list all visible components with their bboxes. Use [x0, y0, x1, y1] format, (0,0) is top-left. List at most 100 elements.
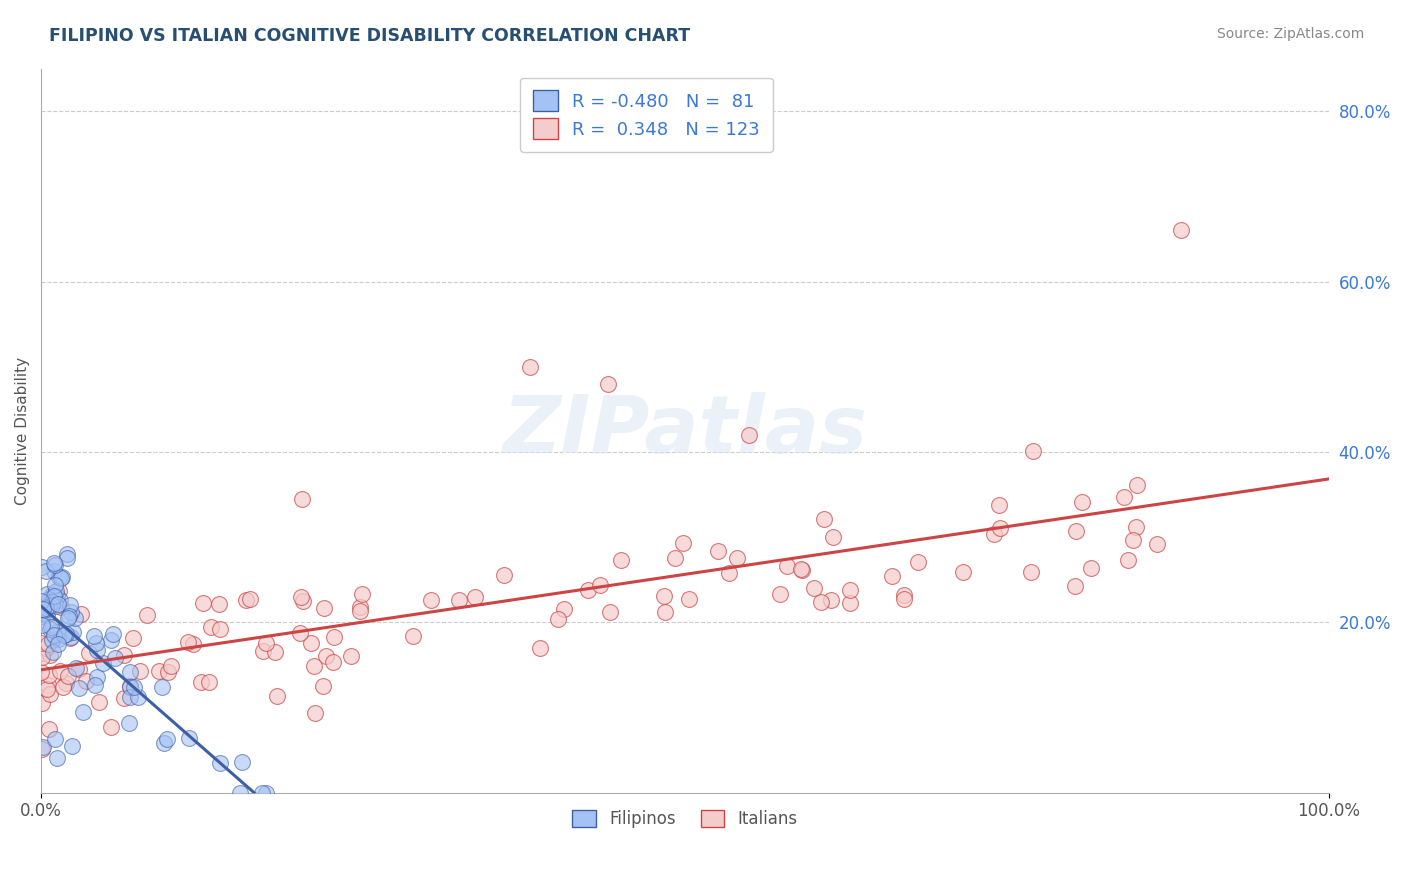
- Point: [37, 594, 59, 608]
- Point: [208, 756, 231, 770]
- Point: [821, 530, 844, 544]
- Point: [1019, 565, 1042, 579]
- Point: [42, 645, 65, 659]
- Point: [349, 600, 371, 615]
- Point: [288, 625, 311, 640]
- Point: [1071, 495, 1094, 509]
- Point: [63, 610, 86, 624]
- Point: [44, 578, 66, 592]
- Point: [35, 601, 58, 615]
- Point: [983, 526, 1005, 541]
- Point: [790, 563, 813, 577]
- Point: [38, 723, 60, 737]
- Point: [51, 569, 73, 583]
- Point: [231, 755, 253, 769]
- Point: [148, 665, 170, 679]
- Point: [200, 619, 222, 633]
- Point: [38, 592, 60, 607]
- Point: [893, 588, 915, 602]
- Point: [45, 624, 67, 639]
- Point: [176, 635, 198, 649]
- Point: [44, 564, 66, 578]
- Point: [599, 606, 621, 620]
- Point: [820, 592, 842, 607]
- Point: [127, 690, 149, 705]
- Point: [41, 588, 63, 602]
- Point: [42, 589, 65, 603]
- Point: [576, 582, 599, 597]
- Point: [197, 674, 219, 689]
- Point: [46, 632, 69, 646]
- Point: [1126, 478, 1149, 492]
- Point: [839, 596, 862, 610]
- Point: [62, 739, 84, 754]
- Point: [1066, 524, 1088, 539]
- Point: [664, 550, 686, 565]
- Point: [38, 622, 60, 636]
- Point: [118, 715, 141, 730]
- Point: [37, 678, 59, 692]
- Point: [100, 720, 122, 734]
- Point: [1022, 444, 1045, 458]
- Point: [31, 697, 53, 711]
- Point: [813, 512, 835, 526]
- Point: [49, 571, 72, 585]
- Point: [70, 607, 93, 621]
- Point: [254, 786, 277, 800]
- Point: [86, 670, 108, 684]
- Point: [402, 630, 425, 644]
- Point: [122, 680, 145, 694]
- Point: [519, 359, 541, 374]
- Point: [352, 587, 374, 601]
- Point: [181, 636, 204, 650]
- Point: [41, 632, 63, 647]
- Point: [323, 631, 346, 645]
- Point: [84, 678, 107, 692]
- Point: [46, 589, 69, 603]
- Point: [252, 644, 274, 658]
- Point: [41, 595, 63, 609]
- Point: [121, 632, 143, 646]
- Point: [31, 650, 53, 665]
- Point: [207, 597, 229, 611]
- Point: [31, 647, 53, 661]
- Point: [322, 655, 344, 669]
- Point: [84, 636, 107, 650]
- Point: [652, 589, 675, 603]
- Point: [725, 550, 748, 565]
- Y-axis label: Cognitive Disability: Cognitive Disability: [15, 357, 30, 505]
- Point: [38, 599, 60, 614]
- Point: [45, 583, 67, 598]
- Point: [250, 786, 273, 800]
- Point: [104, 651, 127, 665]
- Point: [45, 599, 67, 613]
- Point: [738, 427, 761, 442]
- Point: [150, 680, 173, 694]
- Point: [717, 566, 740, 581]
- Point: [41, 598, 63, 612]
- Point: [48, 592, 70, 607]
- Point: [59, 605, 82, 619]
- Point: [803, 582, 825, 596]
- Point: [48, 584, 70, 599]
- Point: [907, 555, 929, 569]
- Point: [120, 690, 142, 705]
- Point: [55, 551, 77, 566]
- Point: [229, 786, 252, 800]
- Point: [42, 620, 65, 634]
- Text: Source: ZipAtlas.com: Source: ZipAtlas.com: [1216, 27, 1364, 41]
- Point: [553, 601, 575, 615]
- Point: [56, 547, 79, 561]
- Point: [177, 731, 200, 746]
- Point: [256, 636, 278, 650]
- Point: [35, 682, 58, 697]
- Point: [209, 623, 232, 637]
- Text: ZIPatlas: ZIPatlas: [502, 392, 868, 469]
- Point: [86, 642, 108, 657]
- Point: [52, 680, 75, 694]
- Point: [291, 492, 314, 507]
- Point: [156, 731, 179, 746]
- Point: [239, 592, 262, 607]
- Point: [55, 626, 77, 640]
- Point: [810, 594, 832, 608]
